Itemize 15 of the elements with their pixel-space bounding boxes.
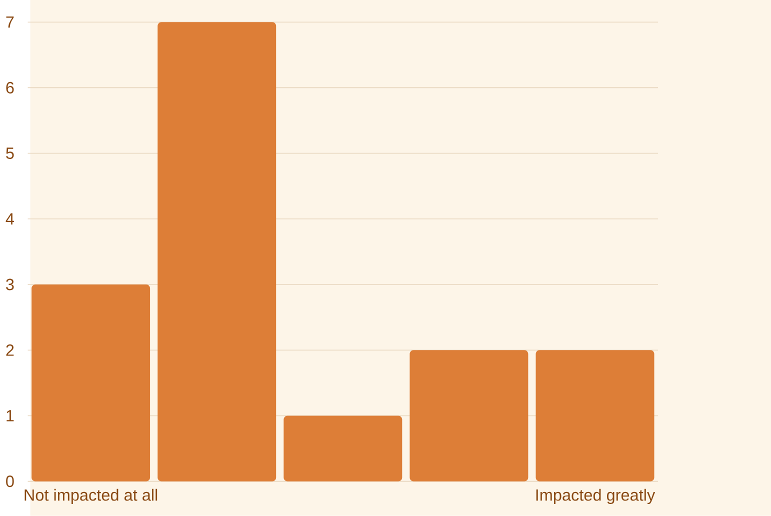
y-tick-label: 4 bbox=[6, 213, 14, 225]
y-tick-label: 6 bbox=[6, 82, 14, 94]
y-tick-label: 3 bbox=[6, 278, 14, 290]
y-tick-label: 0 bbox=[6, 476, 14, 488]
y-tick-label: 2 bbox=[6, 344, 14, 356]
y-tick-label: 7 bbox=[6, 16, 14, 28]
x-tick-label: Impacted greatly bbox=[536, 488, 656, 504]
bar bbox=[32, 284, 150, 482]
bar bbox=[536, 350, 654, 482]
x-tick-label: Not impacted at all bbox=[24, 488, 158, 504]
bar bbox=[284, 416, 402, 482]
y-tick-label: 5 bbox=[6, 148, 14, 160]
bar bbox=[410, 350, 528, 482]
bar bbox=[158, 22, 276, 482]
y-tick-label: 1 bbox=[6, 410, 14, 422]
